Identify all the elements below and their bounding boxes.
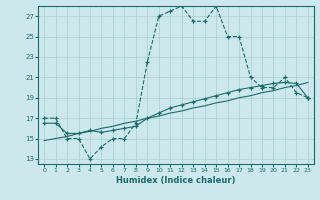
X-axis label: Humidex (Indice chaleur): Humidex (Indice chaleur) xyxy=(116,176,236,185)
